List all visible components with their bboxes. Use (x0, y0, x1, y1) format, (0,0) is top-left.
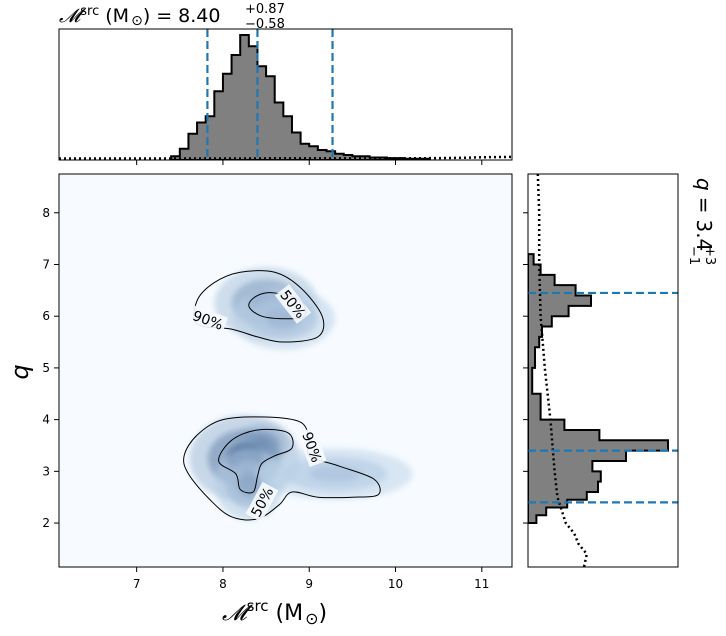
x-axis-label: 𝓜src (M ⊙) (222, 597, 327, 628)
contour-label-bg (297, 427, 327, 467)
q-prior-curve (536, 174, 589, 567)
svg-text:q=3.4: q=3.4 (692, 178, 716, 251)
mass-prior-curve (59, 155, 512, 160)
right-title-lower: −1 (686, 246, 701, 265)
x-tick-label: 10 (388, 577, 403, 591)
density-blob-3-1 (309, 465, 361, 483)
right-title-upper: +3 (702, 246, 717, 265)
top-title-upper: +0.87 (245, 2, 285, 17)
right-title: q=3.4 +3 −1 (686, 178, 717, 265)
y-tick-label: 6 (42, 309, 50, 323)
contour-lower-50 (218, 428, 294, 494)
x-tick-label: 11 (474, 577, 489, 591)
right-marginal-panel (523, 173, 679, 568)
q-histogram (528, 253, 669, 525)
y-tick-label: 4 (42, 413, 50, 427)
x-tick-label: 8 (219, 577, 227, 591)
y-tick-label: 5 (42, 361, 50, 375)
mass-histogram (170, 34, 432, 160)
top-title-lower: −0.58 (245, 17, 285, 32)
x-tick-label: 9 (305, 577, 313, 591)
y-axis-label: q (6, 364, 34, 379)
y-tick-label: 7 (42, 257, 50, 271)
y-tick-label: 8 (42, 206, 50, 220)
contour-upper-90 (193, 270, 325, 343)
contour-label-bg (245, 481, 279, 523)
x-tick-label: 7 (133, 577, 141, 591)
contour-label-bg (188, 305, 228, 335)
top-marginal-panel (58, 28, 513, 165)
main-background (59, 174, 512, 567)
y-tick-label: 3 (42, 464, 50, 478)
top-title: 𝓜src (M ⊙) = 8.40 (59, 4, 220, 29)
contour-label-bg (274, 284, 312, 324)
y-tick-label: 2 (42, 516, 50, 530)
